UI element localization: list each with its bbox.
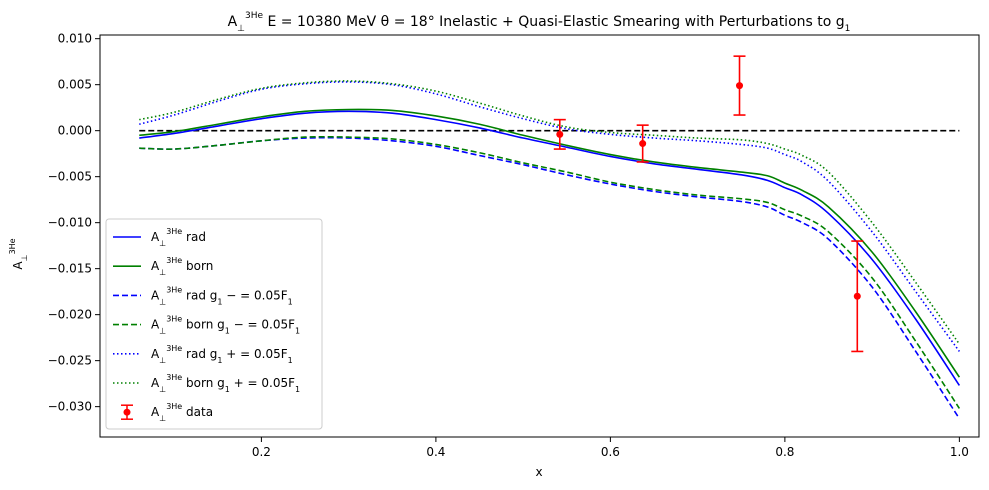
x-tick-label: 0.6 (601, 445, 620, 459)
x-axis-label: x (535, 465, 542, 479)
x-tick-label: 0.8 (775, 445, 794, 459)
chart-title: A⊥3He E = 10380 MeV θ = 18° Inelastic + … (228, 11, 851, 34)
legend-label: A⊥3He rad (151, 227, 206, 248)
plot-area (139, 55, 961, 420)
legend-label: A⊥3He rad g1 + = 0.05F1 (151, 344, 293, 365)
legend: A⊥3He rad A⊥3He born A⊥3He rad g1 − = 0.05… (105, 218, 323, 430)
y-tick-label: −0.025 (48, 354, 92, 368)
legend-item-rad_plus: A⊥3He rad g1 + = 0.05F1 (113, 344, 293, 365)
data-marker (736, 82, 744, 90)
legend-label: A⊥3He rad g1 − = 0.05F1 (151, 285, 293, 306)
axes: 0.2 0.4 0.6 0.8 1.0 0.010 0.005 0.000 −0.005 −0.0… (48, 32, 980, 459)
y-tick-label: −0.005 (48, 170, 92, 184)
plot-frame (99, 34, 980, 438)
data-point (553, 118, 566, 150)
x-tick-label: 0.2 (252, 445, 271, 459)
legend-label: A⊥3He data (151, 402, 213, 423)
y-tick-label: 0.000 (58, 124, 92, 138)
y-tick-label: 0.010 (58, 32, 92, 46)
legend-item-rad_minus: A⊥3He rad g1 − = 0.05F1 (113, 285, 293, 306)
y-tick-label: −0.015 (48, 262, 92, 276)
y-tick-label: −0.010 (48, 216, 92, 230)
x-tick-label: 0.4 (426, 445, 445, 459)
legend-label: A⊥3He born (151, 256, 213, 277)
legend-item-data: A⊥3He data (121, 402, 213, 423)
data-marker (556, 130, 564, 138)
data-point (733, 55, 746, 116)
legend-marker (123, 408, 131, 416)
legend-item-born: A⊥3He born (113, 256, 213, 277)
data-marker (853, 292, 861, 300)
y-tick-label: 0.005 (58, 78, 92, 92)
legend-item-born_minus: A⊥3He born g1 − = 0.05F1 (113, 315, 300, 336)
series-line-rad (139, 110, 961, 386)
legend-item-born_plus: A⊥3He born g1 + = 0.05F1 (113, 373, 300, 394)
y-axis-label: A⊥3He (8, 238, 29, 269)
y-tick-label: −0.030 (48, 400, 92, 414)
series-line-rad_plus (139, 81, 961, 352)
data-point (636, 124, 649, 163)
x-tick-label: 1.0 (950, 445, 969, 459)
series-line-born (139, 108, 961, 378)
legend-label: A⊥3He born g1 − = 0.05F1 (151, 315, 300, 336)
y-tick-label: −0.020 (48, 308, 92, 322)
series-line-born_minus (139, 135, 961, 409)
data-point (851, 240, 864, 353)
data-marker (639, 140, 647, 148)
legend-item-rad: A⊥3He rad (113, 227, 206, 248)
plot-content (139, 55, 961, 420)
legend-box (105, 218, 323, 430)
legend-label: A⊥3He born g1 + = 0.05F1 (151, 373, 300, 394)
